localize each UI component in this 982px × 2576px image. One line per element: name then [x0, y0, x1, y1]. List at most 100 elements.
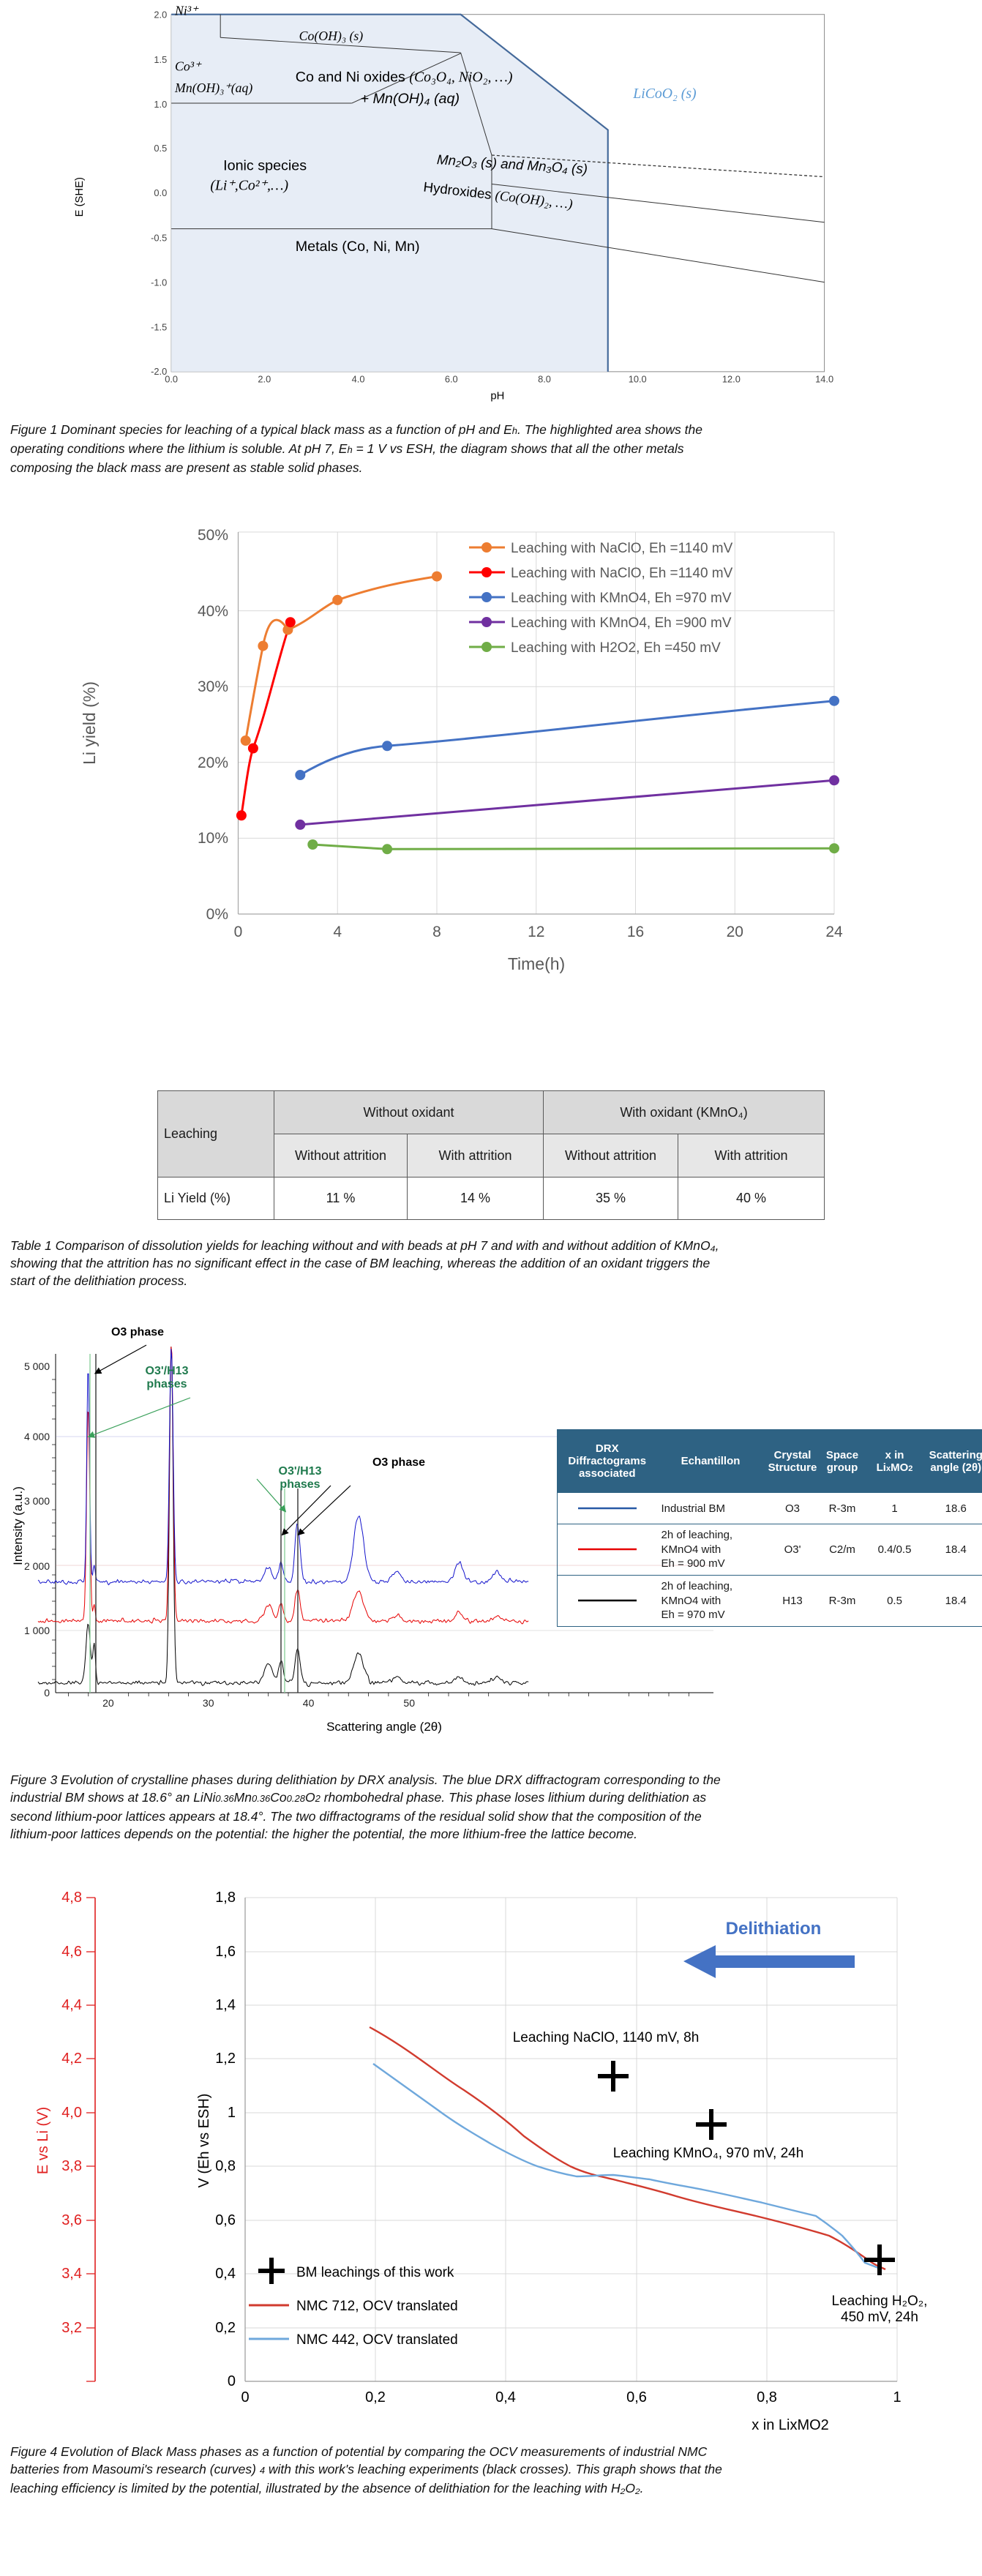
svg-text:(Li⁺,Co²⁺,…): (Li⁺,Co²⁺,…) [210, 177, 288, 193]
svg-text:2.0: 2.0 [258, 374, 271, 385]
svg-text:0: 0 [241, 2389, 249, 2405]
svg-text:8: 8 [432, 924, 441, 940]
svg-text:Ni³⁺: Ni³⁺ [174, 4, 199, 18]
svg-text:Leaching NaClO, 1140 mV, 8h: Leaching NaClO, 1140 mV, 8h [513, 2030, 700, 2045]
svg-text:1 000: 1 000 [24, 1625, 50, 1636]
svg-text:20%: 20% [198, 755, 228, 771]
svg-text:450 mV, 24h: 450 mV, 24h [841, 2310, 918, 2325]
svg-text:20: 20 [102, 1697, 114, 1709]
svg-text:x in LixMO2: x in LixMO2 [752, 2417, 829, 2433]
svg-text:50: 50 [403, 1697, 415, 1709]
svg-text:4 000: 4 000 [24, 1431, 50, 1442]
svg-text:3,6: 3,6 [61, 2212, 82, 2228]
svg-text:0.5: 0.5 [154, 143, 167, 154]
svg-text:2 000: 2 000 [24, 1560, 50, 1572]
svg-text:8.0: 8.0 [538, 374, 551, 385]
svg-text:4,6: 4,6 [61, 1944, 82, 1960]
svg-text:16: 16 [627, 924, 644, 940]
svg-text:NMC 442, OCV translated: NMC 442, OCV translated [296, 2332, 458, 2348]
svg-text:Delithiation: Delithiation [726, 1919, 822, 1939]
svg-text:0.0: 0.0 [154, 187, 167, 198]
svg-text:Li yield (%): Li yield (%) [80, 681, 99, 765]
svg-text:30%: 30% [198, 678, 228, 695]
svg-text:14.0: 14.0 [815, 374, 833, 385]
svg-text:1,8: 1,8 [215, 1890, 236, 1906]
svg-text:0%: 0% [206, 906, 228, 923]
svg-text:0,8: 0,8 [215, 2158, 236, 2174]
svg-text:V (Eh vs ESH): V (Eh vs ESH) [196, 2094, 212, 2188]
svg-text:Intensity (a.u.): Intensity (a.u.) [11, 1486, 25, 1565]
svg-text:pH: pH [490, 390, 504, 402]
svg-text:0,4: 0,4 [495, 2389, 516, 2405]
svg-text:-1.5: -1.5 [151, 322, 167, 333]
svg-text:Ionic species: Ionic species [223, 158, 307, 174]
svg-text:1.0: 1.0 [154, 99, 167, 110]
svg-text:10%: 10% [198, 830, 228, 847]
svg-text:4,2: 4,2 [61, 2051, 82, 2067]
svg-text:Leaching KMnO₄, 970 mV, 24h: Leaching KMnO₄, 970 mV, 24h [613, 2146, 804, 2161]
svg-text:1: 1 [893, 2389, 901, 2405]
svg-text:1,4: 1,4 [215, 1997, 236, 2013]
svg-text:40: 40 [303, 1697, 315, 1709]
svg-text:BM leachings of this work: BM leachings of this work [296, 2265, 454, 2280]
svg-text:E (SHE): E (SHE) [74, 177, 86, 217]
svg-text:40%: 40% [198, 603, 228, 620]
svg-text:1,6: 1,6 [215, 1944, 236, 1960]
svg-text:Time(h): Time(h) [508, 954, 565, 973]
svg-text:3,2: 3,2 [61, 2320, 82, 2336]
svg-text:4: 4 [333, 924, 342, 940]
svg-text:Leaching with NaClO, Eh =1140: Leaching with NaClO, Eh =1140 mV [511, 566, 733, 581]
svg-text:6.0: 6.0 [445, 374, 458, 385]
svg-text:Co(OH)₃ (s): Co(OH)₃ (s) [299, 29, 364, 43]
svg-text:Mn(OH)₃⁺(aq): Mn(OH)₃⁺(aq) [174, 80, 252, 95]
svg-text:0,6: 0,6 [626, 2389, 647, 2405]
svg-text:4,0: 4,0 [61, 2105, 82, 2121]
svg-text:0.0: 0.0 [165, 374, 178, 385]
svg-text:Leaching H₂O₂,: Leaching H₂O₂, [832, 2294, 928, 2309]
svg-text:LiCoO₂ (s): LiCoO₂ (s) [632, 86, 696, 102]
svg-text:Metals (Co, Ni, Mn): Metals (Co, Ni, Mn) [296, 239, 420, 255]
svg-text:phases: phases [280, 1478, 320, 1491]
svg-text:Leaching with KMnO4, Eh =900 m: Leaching with KMnO4, Eh =900 mV [511, 615, 732, 631]
svg-text:12: 12 [528, 924, 544, 940]
svg-text:50%: 50% [198, 527, 228, 544]
svg-text:Leaching with H2O2, Eh =450 mV: Leaching with H2O2, Eh =450 mV [511, 640, 721, 656]
svg-text:E vs Li (V): E vs Li (V) [35, 2107, 51, 2174]
svg-text:0: 0 [44, 1687, 50, 1699]
svg-text:O3 phase: O3 phase [111, 1326, 164, 1338]
svg-text:O3'/H13: O3'/H13 [146, 1365, 189, 1377]
svg-text:-1.0: -1.0 [151, 277, 167, 288]
svg-text:Co and Ni oxides (Co₃O₄, NiO₂,: Co and Ni oxides (Co₃O₄, NiO₂, …) [296, 69, 513, 85]
svg-text:O3 phase: O3 phase [372, 1456, 425, 1469]
svg-text:12.0: 12.0 [722, 374, 741, 385]
svg-text:1.5: 1.5 [154, 54, 167, 65]
svg-text:1,2: 1,2 [215, 2051, 236, 2067]
svg-text:0,6: 0,6 [215, 2212, 236, 2228]
svg-text:phases: phases [146, 1378, 187, 1390]
svg-text:0: 0 [234, 924, 243, 940]
svg-text:5 000: 5 000 [24, 1360, 50, 1372]
svg-text:-0.5: -0.5 [151, 232, 167, 243]
svg-text:3 000: 3 000 [24, 1495, 50, 1507]
svg-text:0,4: 0,4 [215, 2266, 236, 2282]
svg-text:Scattering angle (2θ): Scattering angle (2θ) [326, 1720, 442, 1734]
svg-text:Leaching with KMnO4, Eh =970 m: Leaching with KMnO4, Eh =970 mV [511, 591, 732, 606]
svg-text:4,8: 4,8 [61, 1890, 82, 1906]
svg-text:20: 20 [727, 924, 743, 940]
svg-text:3,8: 3,8 [61, 2158, 82, 2174]
svg-text:30: 30 [203, 1697, 214, 1709]
svg-text:0,2: 0,2 [365, 2389, 386, 2405]
svg-text:Leaching with NaClO, Eh =1140: Leaching with NaClO, Eh =1140 mV [511, 541, 733, 556]
svg-text:+ Mn(OH)₄ (aq): + Mn(OH)₄ (aq) [361, 91, 460, 107]
svg-text:O3'/H13: O3'/H13 [279, 1465, 322, 1478]
svg-text:24: 24 [825, 924, 843, 940]
svg-text:0,8: 0,8 [757, 2389, 777, 2405]
svg-text:NMC 712, OCV translated: NMC 712, OCV translated [296, 2299, 458, 2314]
svg-text:4.0: 4.0 [352, 374, 365, 385]
svg-text:0,2: 0,2 [215, 2320, 236, 2336]
svg-text:10.0: 10.0 [629, 374, 647, 385]
svg-text:3,4: 3,4 [61, 2266, 82, 2282]
svg-text:4,4: 4,4 [61, 1997, 82, 2013]
svg-text:0: 0 [228, 2373, 236, 2389]
svg-text:Co³⁺: Co³⁺ [175, 59, 202, 74]
